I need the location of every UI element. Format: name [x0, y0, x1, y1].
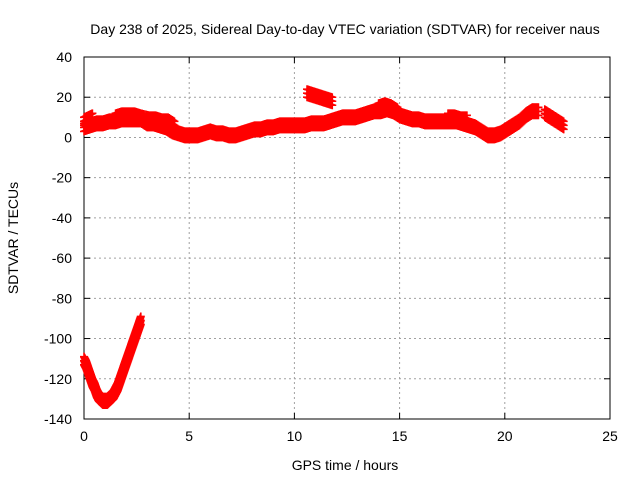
data-point	[534, 111, 543, 120]
data-point	[170, 125, 179, 134]
y-tick-label: 20	[56, 89, 72, 105]
chart-title: Day 238 of 2025, Sidereal Day-to-day VTE…	[90, 21, 599, 37]
series-dip	[80, 312, 145, 409]
axis-ticks: 0 5 10 15 20 25 -140 -120 -100 -80 -60 -40 -20 0 20 40	[44, 49, 618, 444]
x-tick-label: 0	[80, 428, 88, 444]
plot-frame	[83, 56, 611, 420]
x-tick-label: 20	[497, 428, 513, 444]
x-axis-label: GPS time / hours	[292, 457, 399, 473]
y-tick-label: -60	[52, 250, 72, 266]
y-tick-label: -80	[52, 290, 72, 306]
y-tick-label: 0	[64, 129, 72, 145]
y-tick-label: 40	[56, 49, 72, 65]
series-upper-segments	[80, 85, 568, 134]
y-tick-label: -120	[44, 371, 72, 387]
data-point	[393, 111, 402, 120]
x-tick-label: 10	[287, 428, 303, 444]
x-tick-label: 15	[392, 428, 408, 444]
y-tick-label: -140	[44, 411, 72, 427]
data-point	[559, 125, 568, 134]
data-point	[88, 117, 97, 126]
y-tick-label: -40	[52, 210, 72, 226]
x-tick-label: 5	[185, 428, 193, 444]
data-points	[80, 85, 568, 409]
y-tick-label: -100	[44, 331, 72, 347]
data-point	[328, 101, 337, 110]
y-tick-label: -20	[52, 170, 72, 186]
data-point	[462, 119, 471, 128]
x-tick-label: 25	[602, 428, 618, 444]
y-axis-label: SDTVAR / TECUs	[5, 182, 21, 294]
data-point	[136, 320, 145, 329]
